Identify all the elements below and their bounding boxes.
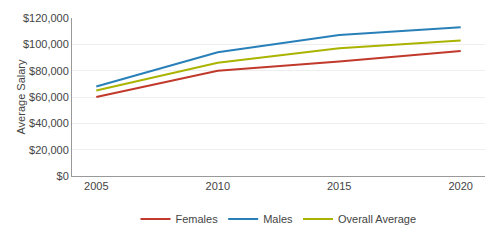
svg-text:2005: 2005 — [84, 180, 108, 192]
svg-text:Overall Average: Overall Average — [338, 213, 416, 225]
svg-text:2020: 2020 — [448, 180, 472, 192]
svg-text:Males: Males — [263, 213, 293, 225]
svg-text:$0: $0 — [57, 170, 69, 182]
svg-text:2015: 2015 — [327, 180, 351, 192]
svg-text:$20,000: $20,000 — [29, 144, 69, 156]
svg-text:Average Salary: Average Salary — [15, 59, 27, 135]
svg-text:$60,000: $60,000 — [29, 91, 69, 103]
svg-text:$100,000: $100,000 — [23, 38, 69, 50]
svg-text:$120,000: $120,000 — [23, 12, 69, 24]
svg-text:$40,000: $40,000 — [29, 117, 69, 129]
svg-text:$80,000: $80,000 — [29, 65, 69, 77]
svg-text:2010: 2010 — [206, 180, 230, 192]
svg-text:Females: Females — [176, 213, 219, 225]
